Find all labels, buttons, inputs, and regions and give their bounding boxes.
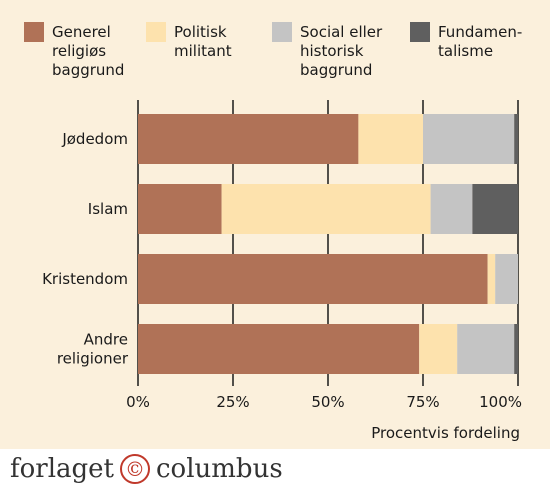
- legend-label-line: historisk: [300, 42, 364, 60]
- category-label: Islam: [88, 200, 128, 218]
- bar-segment: [138, 324, 420, 374]
- x-tick-label: 25%: [216, 393, 249, 411]
- category-label-line: Andre: [84, 331, 128, 349]
- category-label: Kristendom: [42, 270, 128, 288]
- bar-segment: [487, 254, 496, 304]
- legend-label-line: baggrund: [52, 61, 124, 79]
- x-tick-label: 50%: [311, 393, 344, 411]
- legend-label: Social eller historisk baggrund: [300, 23, 383, 79]
- legend-label-line: Social eller: [300, 23, 383, 41]
- bar-segment: [423, 114, 515, 164]
- x-axis-label: Procentvis fordeling: [371, 424, 520, 442]
- bar-segment: [472, 184, 518, 234]
- publisher-footer: forlaget © columbus: [0, 449, 550, 489]
- legend-label-line: talisme: [438, 42, 493, 60]
- bar-segment: [221, 184, 431, 234]
- category-label: Jødedom: [61, 130, 128, 148]
- bar-segment: [514, 324, 518, 374]
- x-tick-labels: 0% 25% 50% 75% 100%: [126, 393, 522, 411]
- bars: [138, 114, 518, 374]
- category-label-line: Kristendom: [42, 270, 128, 288]
- bar-segment: [138, 184, 222, 234]
- category-label-line: Jødedom: [61, 130, 128, 148]
- category-label-line: religioner: [57, 350, 129, 368]
- bar-segment: [358, 114, 423, 164]
- legend-label-line: religiøs: [52, 42, 106, 60]
- bar-segment: [430, 184, 473, 234]
- legend-swatch: [146, 22, 166, 42]
- bar-segment: [138, 114, 359, 164]
- legend-label-line: baggrund: [300, 61, 372, 79]
- legend-label-line: Politisk: [174, 23, 227, 41]
- category-label: Andre religioner: [57, 331, 129, 368]
- category-labels: Jødedom Islam Kristendom Andre religioner: [42, 130, 129, 368]
- bar-segment: [457, 324, 515, 374]
- x-tick-label: 75%: [406, 393, 439, 411]
- bar-segment: [514, 114, 518, 164]
- publisher-name-part2: columbus: [156, 454, 283, 484]
- legend-swatch: [272, 22, 292, 42]
- legend-label: Politisk militant: [174, 23, 232, 60]
- legend-swatch: [410, 22, 430, 42]
- bar-segment: [495, 254, 518, 304]
- copyright-symbol-icon: ©: [120, 454, 150, 484]
- publisher-name-part1: forlaget: [10, 454, 114, 484]
- legend-label-line: Fundamen-: [438, 23, 522, 41]
- legend-label-line: militant: [174, 42, 232, 60]
- legend-label: Fundamen-talisme: [438, 23, 522, 60]
- legend-label: Generel religiøs baggrund: [52, 23, 124, 79]
- bar-segment: [138, 254, 488, 304]
- x-tick-label: 100%: [479, 393, 522, 411]
- x-tick-label: 0%: [126, 393, 150, 411]
- chart-panel: Generel religiøs baggrund Politisk militant S…: [0, 0, 550, 449]
- legend-label-line: Generel: [52, 23, 111, 41]
- bar-segment: [419, 324, 458, 374]
- category-label-line: Islam: [88, 200, 128, 218]
- legend-swatch: [24, 22, 44, 42]
